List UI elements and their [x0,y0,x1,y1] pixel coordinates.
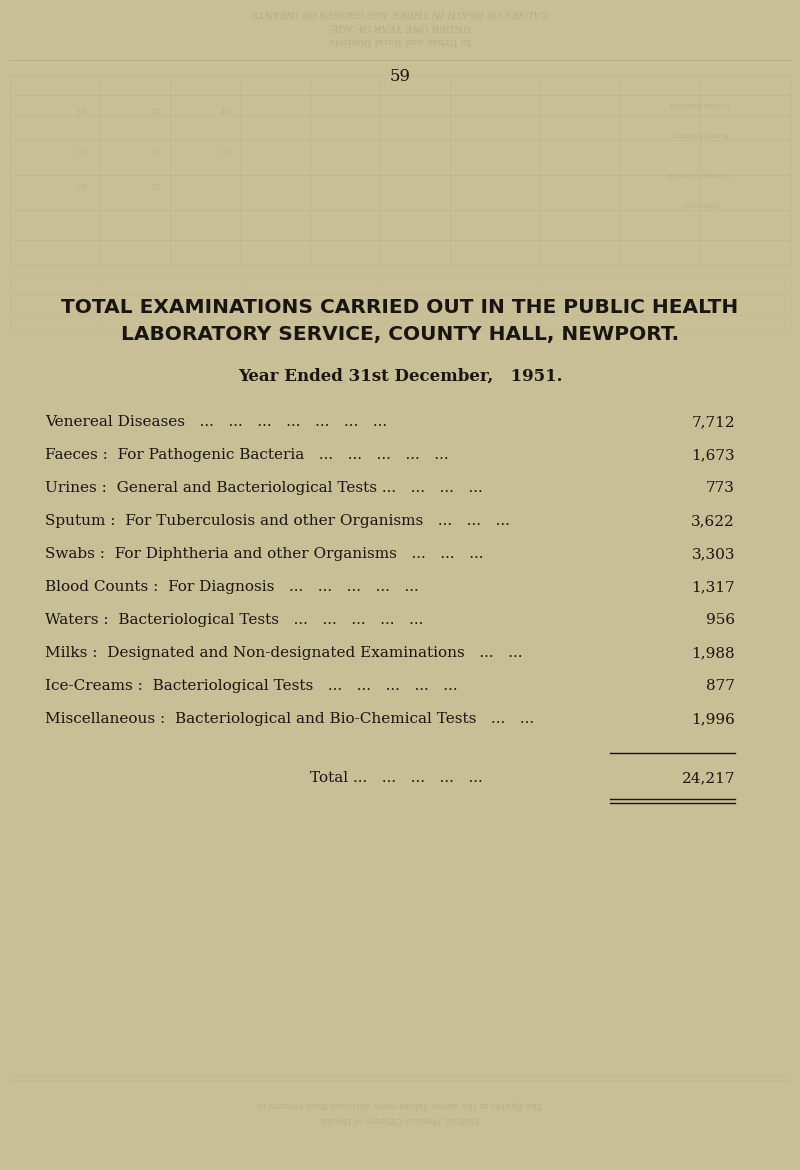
Text: County Council: County Council [667,170,733,178]
Text: Sub-total: Sub-total [681,200,719,208]
Text: Ice-Creams :  Bacteriological Tests   ...   ...   ...   ...   ...: Ice-Creams : Bacteriological Tests ... .… [45,679,458,693]
Text: Rural District: Rural District [671,130,729,138]
Text: 3,622: 3,622 [691,514,735,528]
Text: CAUSES OF DEATH IN THREE AGE GROUPS OF INFANTS: CAUSES OF DEATH IN THREE AGE GROUPS OF I… [252,8,548,18]
Text: Urban District: Urban District [670,99,730,108]
Text: In Urban and Rural Districts: In Urban and Rural Districts [329,36,471,44]
Text: The figures in the above Tables were obtained from returns of: The figures in the above Tables were obt… [257,1100,543,1109]
Text: 877: 877 [706,679,735,693]
Text: 12: 12 [74,145,86,153]
Text: Blood Counts :  For Diagnosis   ...   ...   ...   ...   ...: Blood Counts : For Diagnosis ... ... ...… [45,580,418,594]
Text: Sputum :  For Tuberculosis and other Organisms   ...   ...   ...: Sputum : For Tuberculosis and other Orga… [45,514,510,528]
Text: 7,712: 7,712 [691,415,735,429]
Text: Total ...   ...   ...   ...   ...: Total ... ... ... ... ... [310,771,482,785]
Text: 21: 21 [150,180,160,188]
Text: 18: 18 [220,145,230,153]
Text: 3,303: 3,303 [691,548,735,560]
Text: 24,217: 24,217 [682,771,735,785]
Text: 1,988: 1,988 [691,646,735,660]
Text: Faeces :  For Pathogenic Bacteria   ...   ...   ...   ...   ...: Faeces : For Pathogenic Bacteria ... ...… [45,448,449,462]
Text: 956: 956 [706,613,735,627]
Text: Miscellaneous :  Bacteriological and Bio-Chemical Tests   ...   ...: Miscellaneous : Bacteriological and Bio-… [45,713,534,727]
Text: 28: 28 [150,105,160,113]
Text: 19: 19 [74,180,86,188]
Text: 31: 31 [74,105,86,113]
Text: 34: 34 [219,105,230,113]
Text: LABORATORY SERVICE, COUNTY HALL, NEWPORT.: LABORATORY SERVICE, COUNTY HALL, NEWPORT… [121,325,679,344]
Text: 1,673: 1,673 [691,448,735,462]
Text: Swabs :  For Diphtheria and other Organisms   ...   ...   ...: Swabs : For Diphtheria and other Organis… [45,548,483,560]
Text: Year Ended 31st December,   1951.: Year Ended 31st December, 1951. [238,369,562,385]
Text: District Medical Officers of Health: District Medical Officers of Health [321,1115,479,1124]
Text: Milks :  Designated and Non-designated Examinations   ...   ...: Milks : Designated and Non-designated Ex… [45,646,522,660]
Text: Waters :  Bacteriological Tests   ...   ...   ...   ...   ...: Waters : Bacteriological Tests ... ... .… [45,613,423,627]
Text: UNDER ONE YEAR OF AGE.: UNDER ONE YEAR OF AGE. [329,22,471,30]
Text: 1,317: 1,317 [691,580,735,594]
Text: Urines :  General and Bacteriological Tests ...   ...   ...   ...: Urines : General and Bacteriological Tes… [45,481,482,495]
Text: 15: 15 [150,145,160,153]
Text: Venereal Diseases   ...   ...   ...   ...   ...   ...   ...: Venereal Diseases ... ... ... ... ... ..… [45,415,387,429]
Text: TOTAL EXAMINATIONS CARRIED OUT IN THE PUBLIC HEALTH: TOTAL EXAMINATIONS CARRIED OUT IN THE PU… [62,298,738,317]
Text: 773: 773 [706,481,735,495]
Text: 1,996: 1,996 [691,713,735,727]
Text: 59: 59 [390,68,410,85]
